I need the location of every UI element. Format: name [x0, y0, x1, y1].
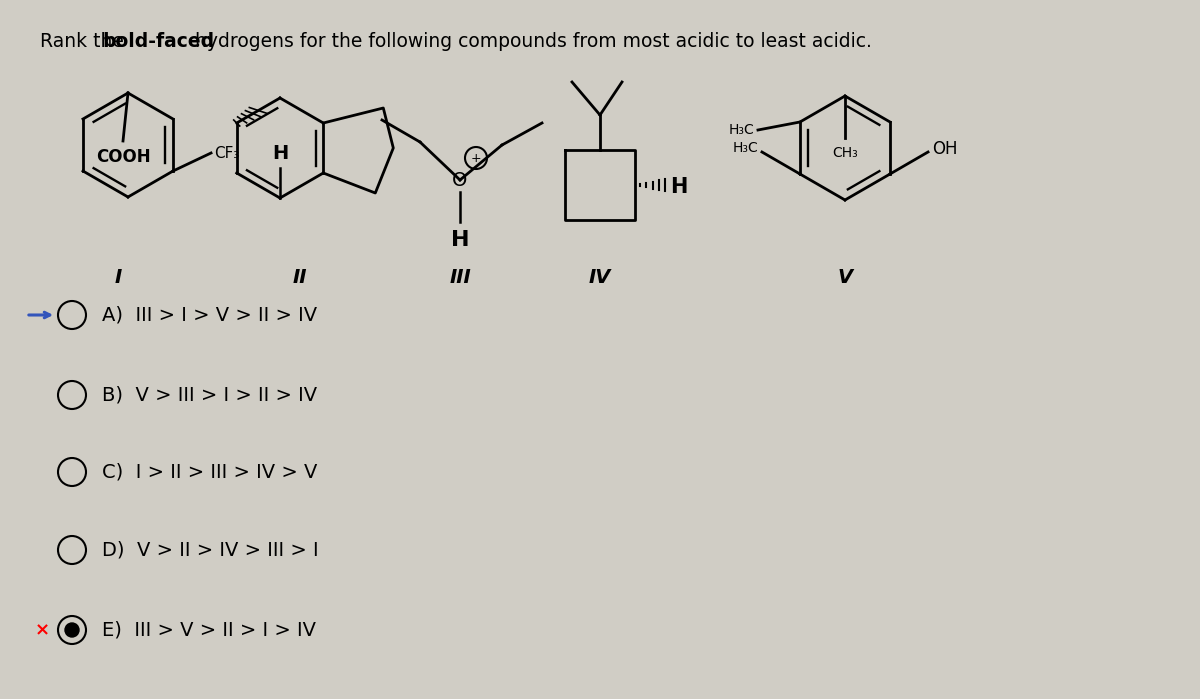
- Text: D)  V > II > IV > III > I: D) V > II > IV > III > I: [102, 540, 319, 559]
- Text: II: II: [293, 268, 307, 287]
- Circle shape: [65, 623, 79, 637]
- Text: H: H: [670, 177, 688, 197]
- Text: H₃C: H₃C: [728, 123, 754, 137]
- Text: A)  III > I > V > II > IV: A) III > I > V > II > IV: [102, 305, 317, 324]
- Text: E)  III > V > II > I > IV: E) III > V > II > I > IV: [102, 621, 316, 640]
- Text: CF₃: CF₃: [214, 145, 240, 161]
- Text: I: I: [114, 268, 121, 287]
- Text: CH₃: CH₃: [832, 146, 858, 160]
- Text: Rank the: Rank the: [40, 32, 130, 51]
- Text: COOH: COOH: [96, 148, 150, 166]
- Text: O: O: [452, 171, 468, 189]
- Text: B)  V > III > I > II > IV: B) V > III > I > II > IV: [102, 386, 317, 405]
- Text: IV: IV: [589, 268, 611, 287]
- Text: H₃C: H₃C: [732, 141, 758, 155]
- Text: III: III: [449, 268, 470, 287]
- Text: OH: OH: [932, 140, 958, 158]
- Text: V: V: [838, 268, 852, 287]
- Text: hydrogens for the following compounds from most acidic to least acidic.: hydrogens for the following compounds fr…: [190, 32, 872, 51]
- Text: C)  I > II > III > IV > V: C) I > II > III > IV > V: [102, 463, 317, 482]
- Text: H: H: [272, 144, 288, 163]
- Text: +: +: [470, 152, 481, 164]
- Text: ×: ×: [35, 621, 49, 639]
- Text: H: H: [451, 230, 469, 250]
- Text: bold-faced: bold-faced: [102, 32, 214, 51]
